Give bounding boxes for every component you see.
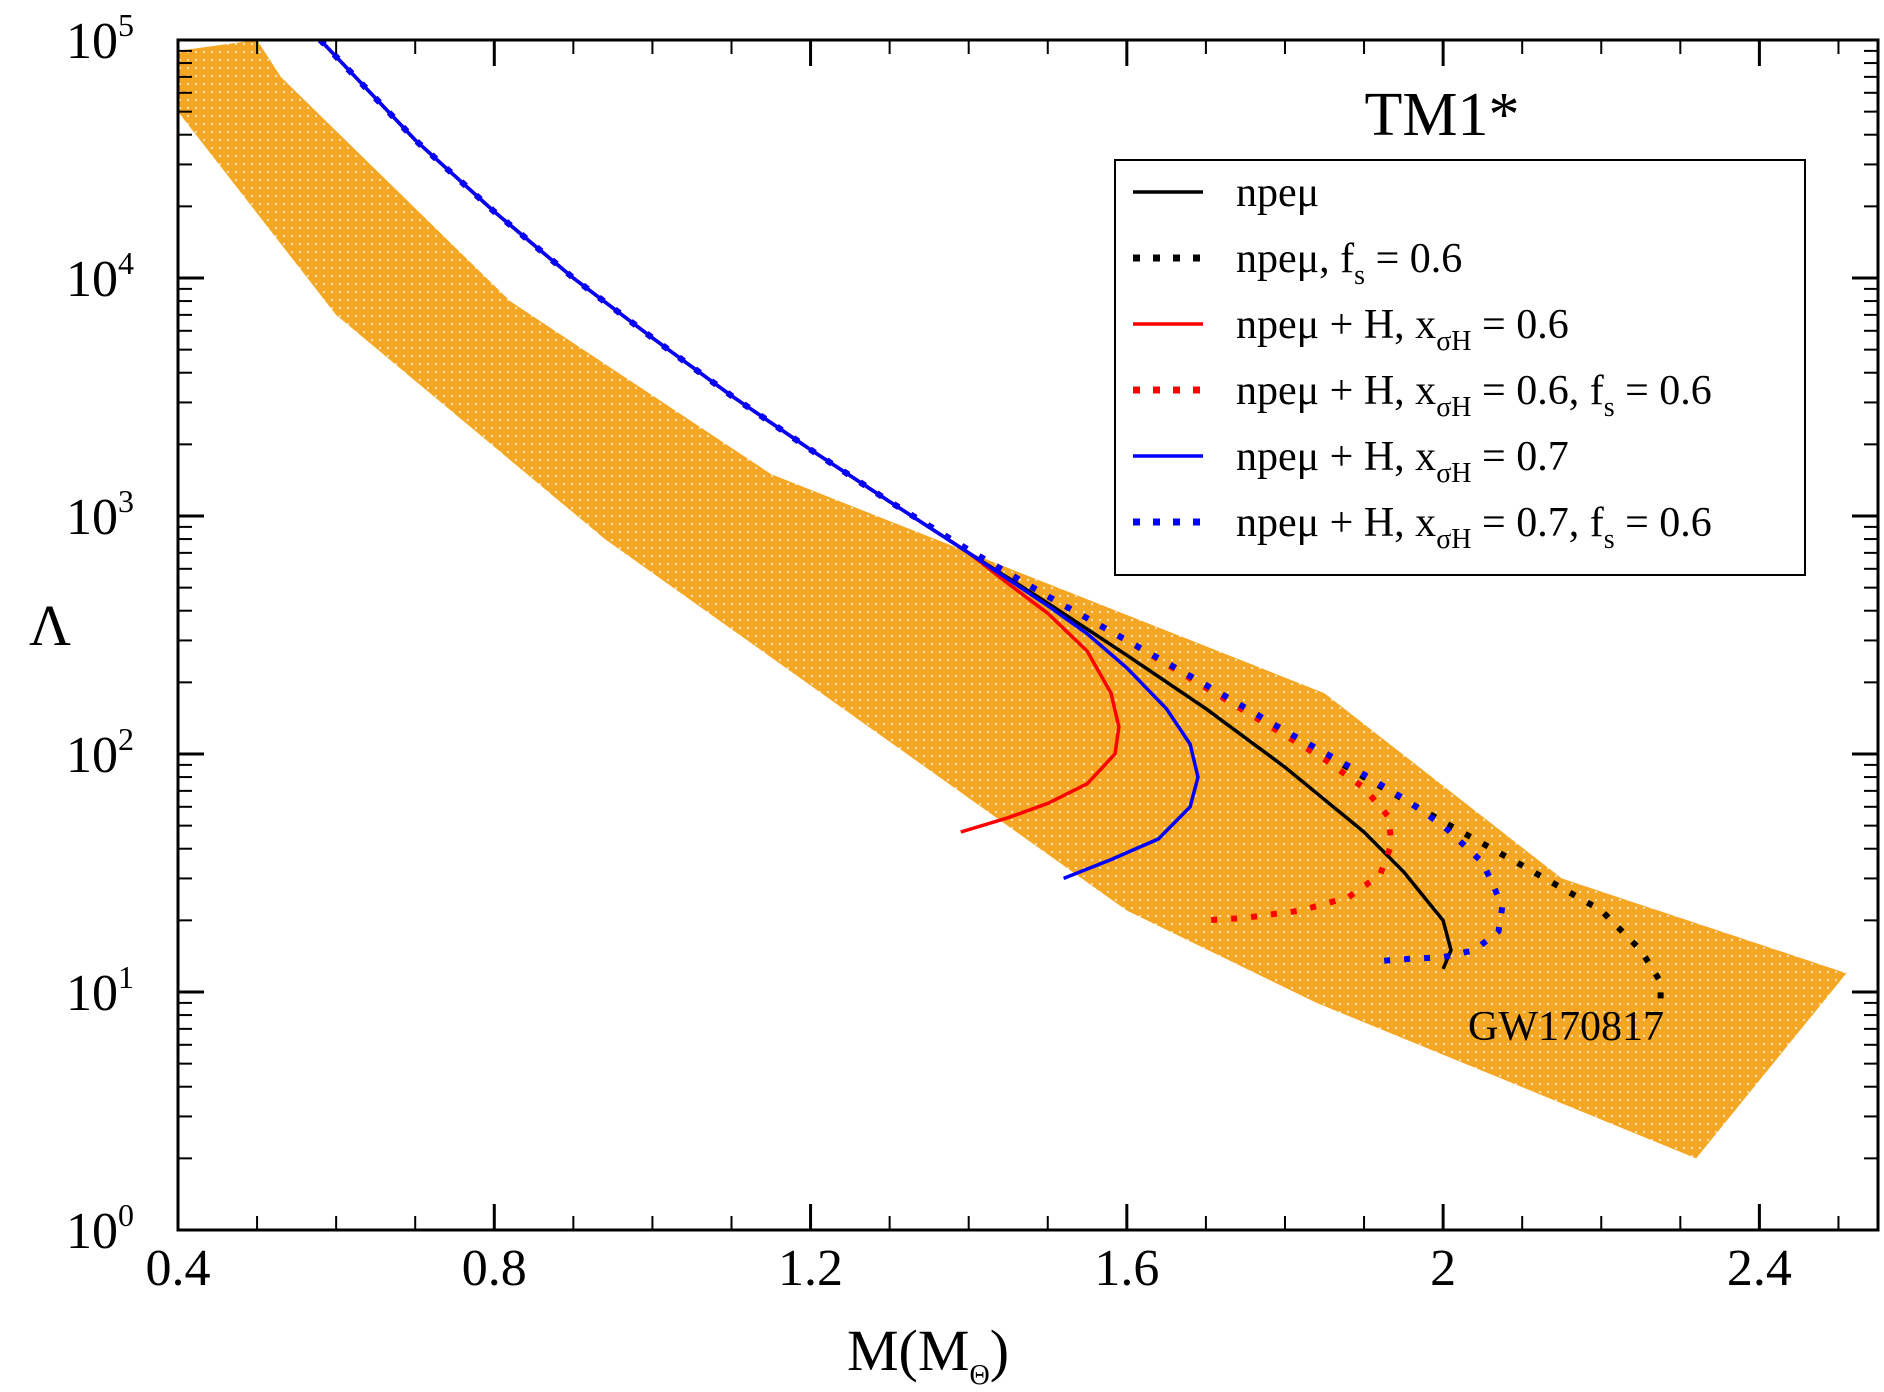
x-tick-label: 2 [1430,1240,1456,1297]
legend: npeμ npeμ, fs = 0.6 npeμ + H, xσH = 0.6 npe… [1114,159,1806,576]
chart-title: TM1* [1365,81,1520,149]
x-tick-label: 0.4 [146,1240,211,1297]
x-tick-label: 1.6 [1094,1240,1159,1297]
series-line-6 [318,40,1506,964]
x-axis-title: M(MΘ) [847,1318,1009,1391]
y-tick-label: 101 [66,959,134,1022]
gw170817-band [178,40,1847,1159]
plot-frame [176,38,1880,1232]
legend-label-6: npeμ + H, xσH = 0.7, fs = 0.6 [1236,500,1712,555]
legend-label-1: npeμ [1236,170,1319,216]
legend-box [1114,159,1806,576]
y-tick-label: 105 [66,7,134,70]
y-tick-label: 102 [66,721,134,784]
x-tick-label: 2.4 [1727,1240,1792,1297]
band-label: GW170817 [1468,1004,1664,1050]
y-axis-title: Λ [29,593,71,658]
legend-label-4: npeμ + H, xσH = 0.6, fs = 0.6 [1236,368,1712,423]
series-line-5 [319,40,1200,881]
y-tick-label: 104 [66,245,134,308]
y-tick-label: 100 [66,1197,134,1260]
legend-label-5: npeμ + H, xσH = 0.7 [1236,434,1569,489]
x-tick-label: 0.8 [462,1240,527,1297]
legend-label-3: npeμ + H, xσH = 0.6 [1236,302,1569,357]
x-tick-label: 1.2 [778,1240,843,1297]
y-tick-label: 103 [66,483,134,546]
legend-label-2: npeμ, fs = 0.6 [1236,236,1462,291]
